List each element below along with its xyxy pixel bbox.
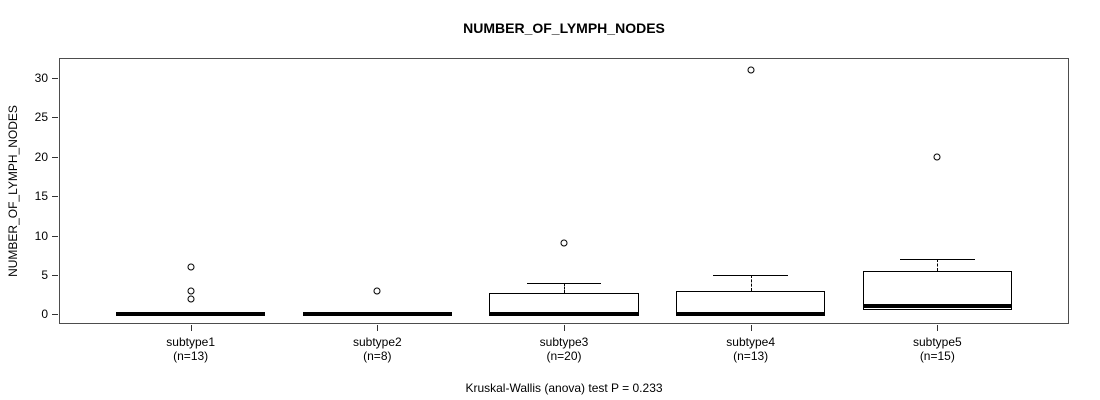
y-axis-tick — [52, 117, 58, 119]
iqr-box-subtype4 — [676, 290, 826, 315]
x-axis-tick — [564, 325, 565, 331]
upper-whisker-cap — [713, 274, 788, 276]
y-axis-tick — [52, 314, 58, 316]
median-line-subtype1 — [116, 312, 266, 317]
chart-title: NUMBER_OF_LYMPH_NODES — [463, 20, 665, 36]
median-line-subtype2 — [302, 312, 452, 317]
y-axis-tick-label: 5 — [41, 267, 48, 282]
x-axis-tick — [937, 325, 939, 331]
y-axis-tick-label: 20 — [34, 149, 48, 164]
group-count: (n=13) — [733, 349, 769, 363]
plot-area: 0 5 10 15 20 25 30 subtype1 (n=13) subtype2 (n=8) s… — [35, 58, 1069, 363]
y-axis-tick — [52, 274, 58, 276]
x-axis-group-label: subtype2 (n=8) — [302, 335, 452, 363]
x-axis-tick — [190, 325, 192, 331]
y-axis-tick-label: 10 — [34, 228, 48, 243]
x-axis-group-label: subtype3 (n=20) — [489, 335, 639, 363]
iqr-box-subtype3 — [489, 292, 639, 315]
outlier-point — [187, 295, 195, 303]
x-axis-tick — [377, 325, 379, 331]
upper-whisker-cap — [900, 259, 975, 261]
y-axis-title: NUMBER_OF_LYMPH_NODES — [6, 105, 20, 277]
group-name: subtype3 — [539, 335, 589, 349]
group-count: (n=13) — [173, 349, 209, 363]
upper-whisker-line — [564, 282, 565, 293]
upper-whisker-cap — [526, 282, 602, 284]
x-axis-group-label: subtype1 (n=13) — [116, 335, 266, 363]
outlier-point — [747, 66, 755, 74]
median-line-subtype3 — [489, 312, 639, 317]
x-axis-group-label: subtype5 (n=15) — [862, 335, 1012, 363]
group-name: subtype2 — [352, 335, 402, 349]
outlier-point — [560, 239, 568, 247]
group-count: (n=15) — [919, 349, 955, 363]
outlier-point — [187, 287, 195, 295]
group-count: (n=20) — [546, 349, 582, 363]
group-name: subtype4 — [726, 335, 775, 349]
y-axis-tick-label: 25 — [34, 110, 48, 125]
upper-whisker-line — [750, 274, 752, 291]
y-axis-tick-label: 0 — [41, 307, 48, 322]
y-axis-tick — [52, 235, 58, 237]
x-axis-group-label: subtype4 (n=13) — [676, 335, 826, 363]
stat-test-caption: Kruskal-Wallis (anova) test P = 0.233 — [465, 381, 663, 395]
y-axis-tick — [52, 156, 58, 158]
y-axis-tick-label: 15 — [34, 189, 48, 204]
y-axis-tick-label: 30 — [34, 70, 48, 85]
group-name: subtype1 — [166, 335, 215, 349]
y-axis-tick — [52, 196, 58, 198]
median-line-subtype4 — [676, 312, 826, 317]
outlier-point — [373, 287, 381, 295]
x-axis-tick — [750, 325, 752, 331]
outlier-point — [187, 263, 195, 271]
iqr-box-subtype5 — [862, 270, 1012, 311]
group-count: (n=8) — [363, 349, 392, 363]
group-name: subtype5 — [912, 335, 962, 349]
upper-whisker-line — [937, 259, 939, 271]
y-axis-tick — [52, 77, 58, 79]
median-line-subtype5 — [862, 304, 1012, 309]
outlier-point — [933, 153, 941, 161]
